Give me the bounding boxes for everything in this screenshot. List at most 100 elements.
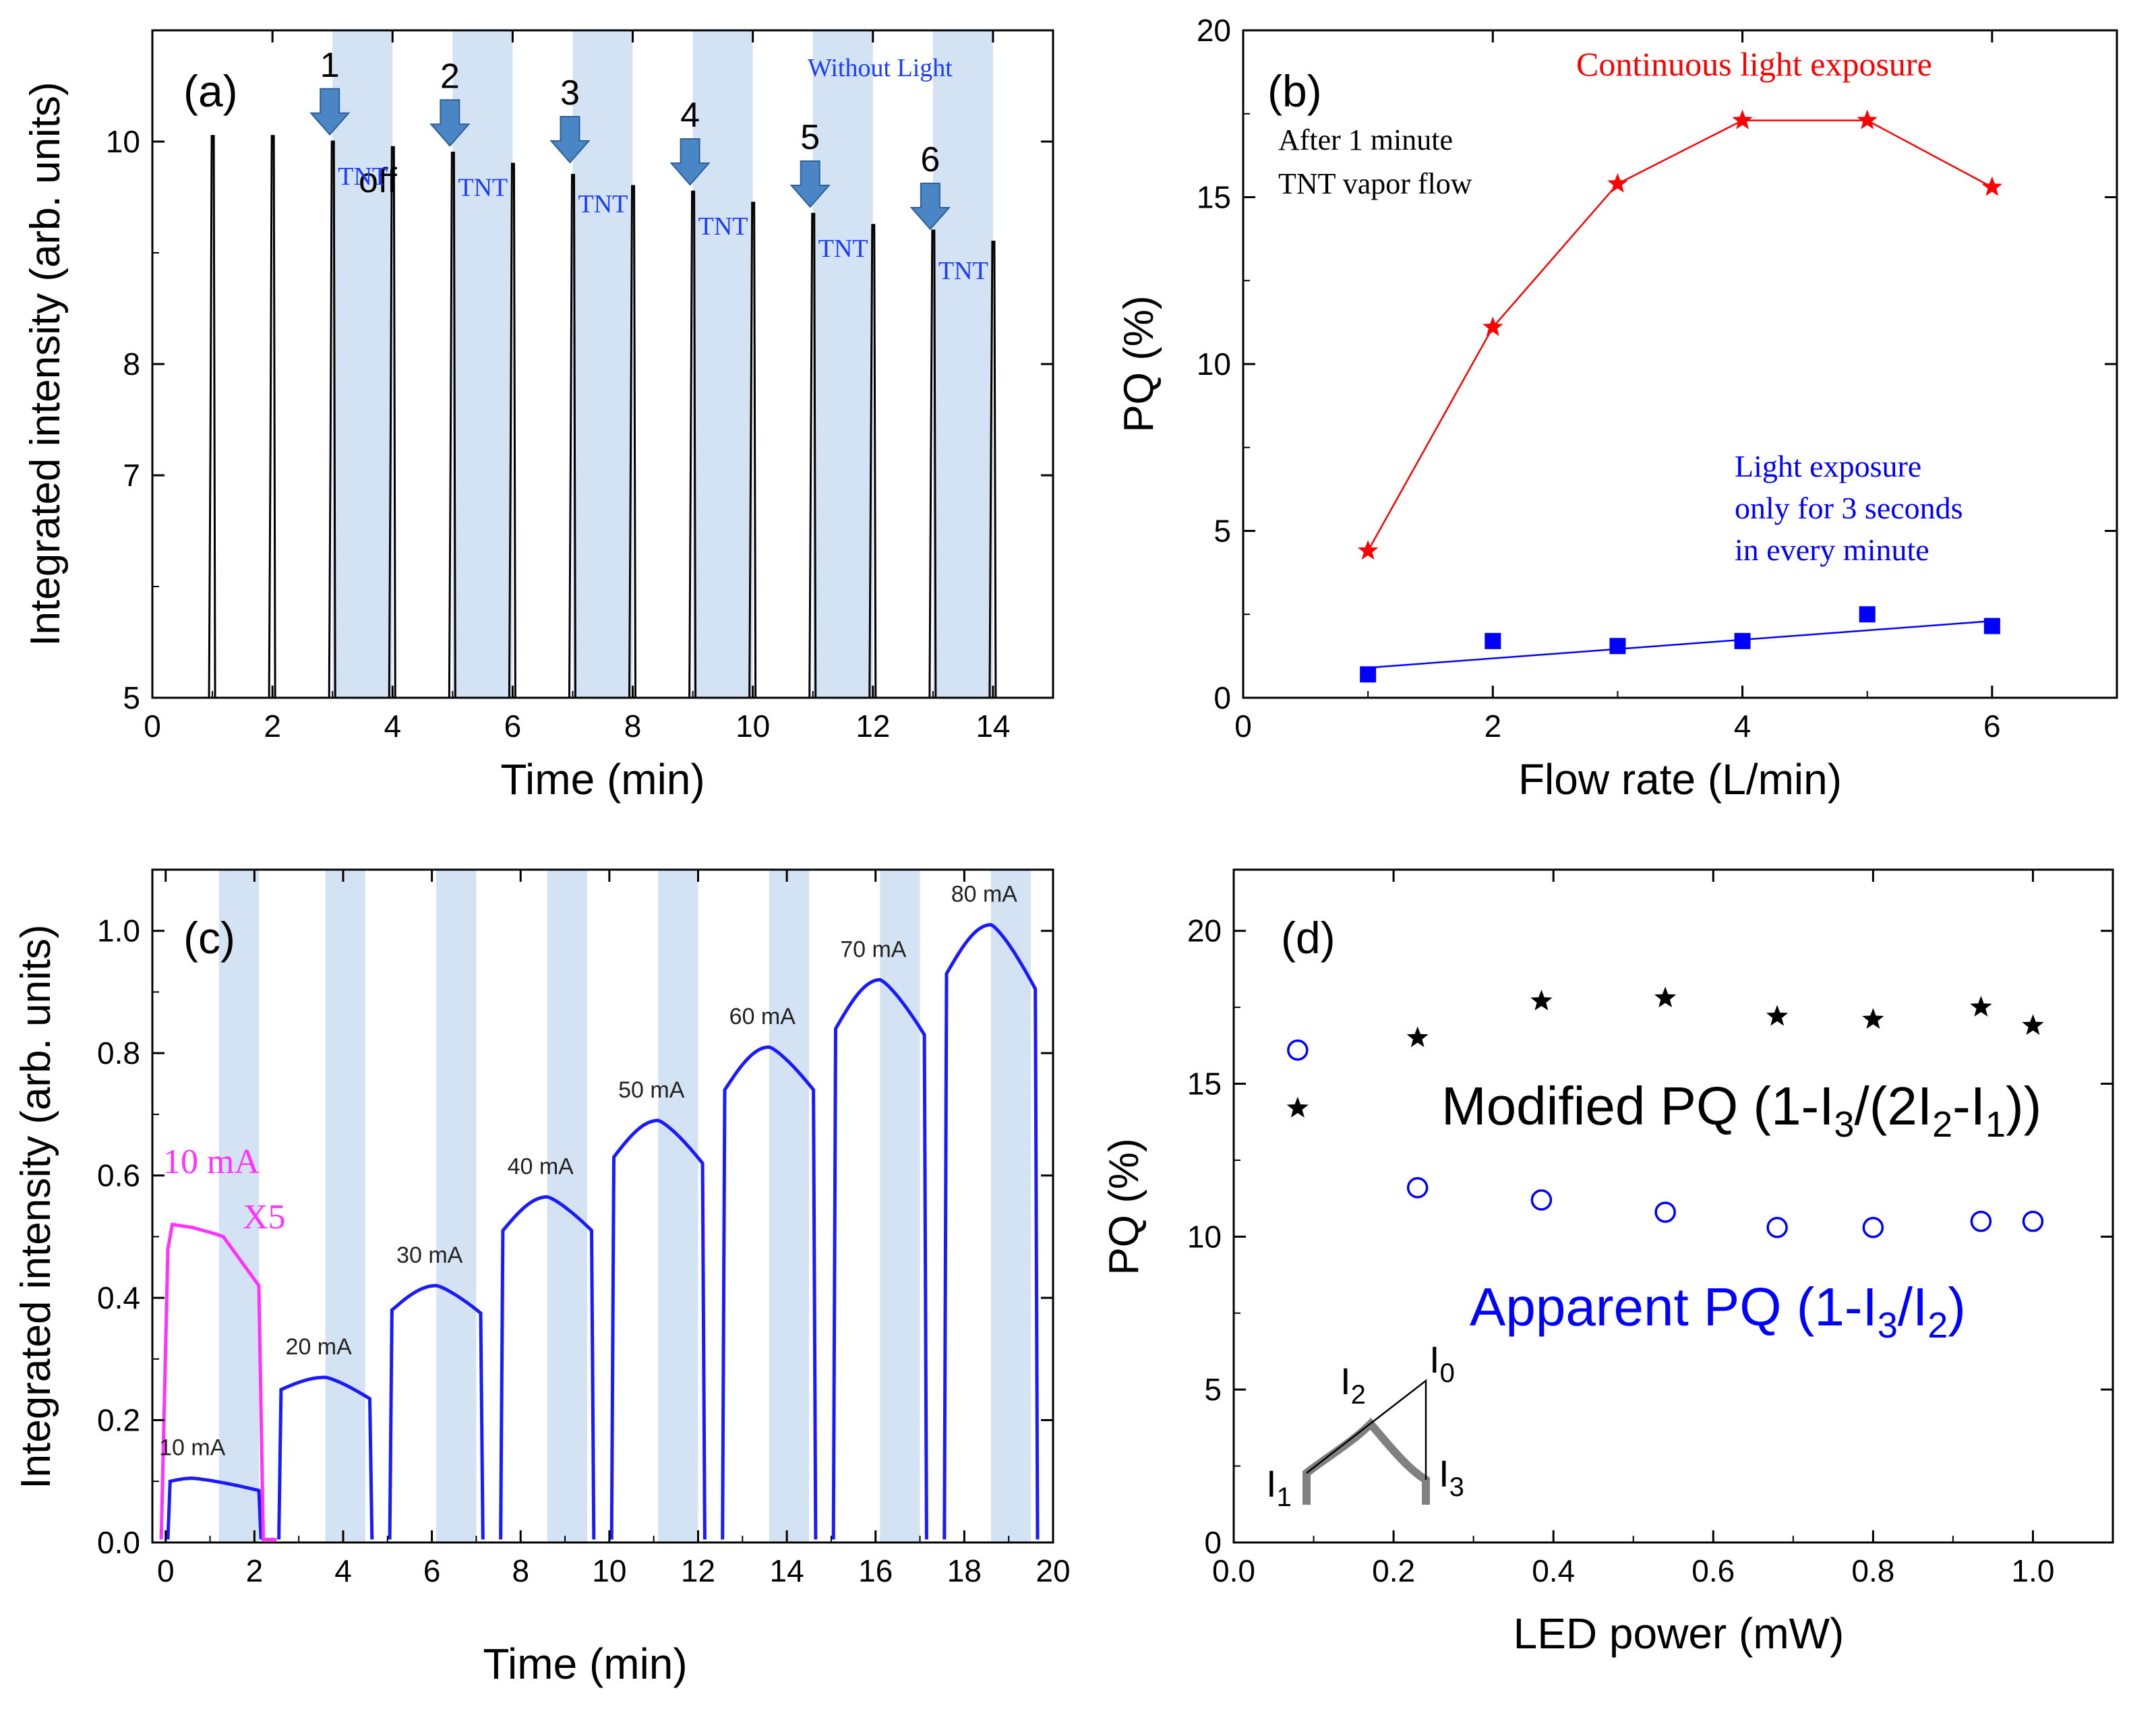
arrow-number-label: 6 [920,140,940,179]
x-tick-label: 0.0 [1212,1553,1255,1588]
panel-d-series [1286,986,2044,1238]
panel-b-ticks: 0 2 4 6 0 5 10 15 20 [1197,13,2118,744]
panel-b-blue-label-line1: Light exposure [1735,449,1921,483]
apparent-pq-circle-marker [1862,1217,1884,1238]
x-tick-label: 6 [423,1553,441,1588]
tnt-label: TNT [698,212,748,241]
x-tick-label: 10 [592,1553,626,1588]
pulsed-light-square-marker [1485,632,1501,649]
shaded-region [332,30,393,698]
x-tick-label: 8 [512,1553,529,1588]
panel-d-inset-i1: I1 [1266,1462,1292,1512]
y-tick-label: 0.0 [97,1525,140,1560]
modified-pq-star-marker [1406,1026,1429,1048]
x-tick-label: 12 [681,1553,715,1588]
apparent-pq-circle-marker [1970,1210,1992,1232]
continuous-light-star-marker [1857,109,1878,129]
pulse [808,212,817,698]
shaded-region [436,870,477,1542]
current-label: 20 mA [286,1334,353,1360]
pulse [208,135,216,698]
pulsed-light-square-marker [1360,666,1377,683]
shaded-region [932,30,993,698]
pulse [628,185,637,698]
panel-a-y-axis-label: Integrated intensity (arb. units) [22,82,69,646]
panel-b-red-label: Continuous light exposure [1576,45,1932,83]
apparent-pq-circle-marker [1287,1039,1309,1061]
panel-d-modified-legend: Modified PQ (1-I3/(2I2-I1)) [1441,1076,2041,1145]
y-tick-label: 1.0 [97,913,140,949]
x-tick-label: 1.0 [2011,1553,2054,1588]
y-tick-label: 7 [123,458,140,493]
pulsed-light-fit-line [1368,620,1992,669]
pulse [268,135,276,698]
shaded-region [692,30,753,698]
panel-c-magnified-label-line1: 10 mA [163,1143,260,1181]
intensity-trace-segment [166,1476,263,1540]
panel-c-ticks: 0 2 4 6 8 10 12 14 16 18 20 0.0 0.2 0.4 0.6 0.8 1.0 [97,870,1071,1588]
continuous-light-line [1367,119,1993,551]
tnt-label: TNT [578,190,628,218]
down-arrow-icon [309,88,351,136]
pulse [508,162,516,698]
tnt-label: TNT [818,235,868,263]
pulse [928,229,937,698]
panel-d-apparent-legend: Apparent PQ (1-I3/I2) [1470,1277,1966,1346]
intensity-trace-segment [277,1375,374,1540]
shaded-region [880,870,920,1542]
x-tick-label: 10 [736,709,770,744]
x-tick-label: 0.6 [1691,1553,1735,1588]
continuous-light-star-marker [1483,316,1503,336]
x-tick-label: 6 [504,709,522,744]
pulse [748,202,757,698]
current-label: 50 mA [618,1077,685,1103]
x-tick-label: 6 [1983,709,2001,744]
modified-pq-star-marker [1530,990,1553,1011]
panel-a-label: (a) [183,66,238,116]
pulse [388,146,396,698]
y-tick-label: 0.4 [97,1280,140,1315]
tnt-label: TNT [458,173,508,202]
y-tick-label: 10 [1187,1219,1222,1254]
tnt-label: TNT [938,257,988,285]
x-tick-label: 4 [1734,709,1751,744]
panel-a-arrows: 1 2 3 4 5 6 [309,46,951,231]
y-tick-label: 0.2 [97,1403,140,1438]
pulsed-light-square-marker [1734,632,1751,649]
x-tick-label: 16 [858,1553,893,1588]
panel-c-magnified-label-line2: X5 [243,1198,286,1236]
x-tick-label: 2 [264,709,281,744]
x-tick-label: 4 [334,1553,352,1588]
panel-a-x-axis-label: Time (min) [500,755,705,804]
tnt-label: TNT [338,162,388,191]
pulse [688,190,697,698]
x-tick-label: 0 [1234,709,1252,744]
x-tick-label: 0 [157,1553,175,1588]
panel-d-inset-curve [1302,1418,1430,1505]
apparent-pq-circle-marker [1654,1201,1676,1223]
panel-d-y-axis-label: PQ (%) [1101,1138,1147,1275]
current-label: 70 mA [840,936,907,962]
panel-b-series [1357,109,2003,683]
continuous-light-star-marker [1981,176,2003,196]
intensity-trace-segment [942,923,1040,1540]
shaded-region [769,870,810,1542]
current-label: 40 mA [508,1153,574,1179]
x-tick-label: 2 [1484,709,1501,744]
pulse [328,140,336,698]
panel-a-without-light-label: Without Light [808,54,953,82]
panel-c: 0 2 4 6 8 10 12 14 16 18 20 0.0 0.2 0.4 0.6 0.8 1.0 10 m… [13,868,1071,1688]
panel-d-ticks: 0.0 0.2 0.4 0.6 0.8 1.0 0 5 10 15 20 [1187,870,2114,1588]
intensity-trace-segment [609,1118,707,1540]
panel-c-x-axis-label: Time (min) [483,1640,687,1688]
apparent-pq-circle-marker [2022,1210,2044,1232]
pulsed-light-square-marker [1859,606,1876,623]
continuous-light-star-marker [1732,109,1753,129]
down-arrow-icon [549,116,591,164]
shaded-region [547,870,587,1542]
y-tick-label: 0 [1214,680,1231,715]
y-tick-label: 5 [123,680,140,715]
y-tick-label: 20 [1197,13,1231,48]
